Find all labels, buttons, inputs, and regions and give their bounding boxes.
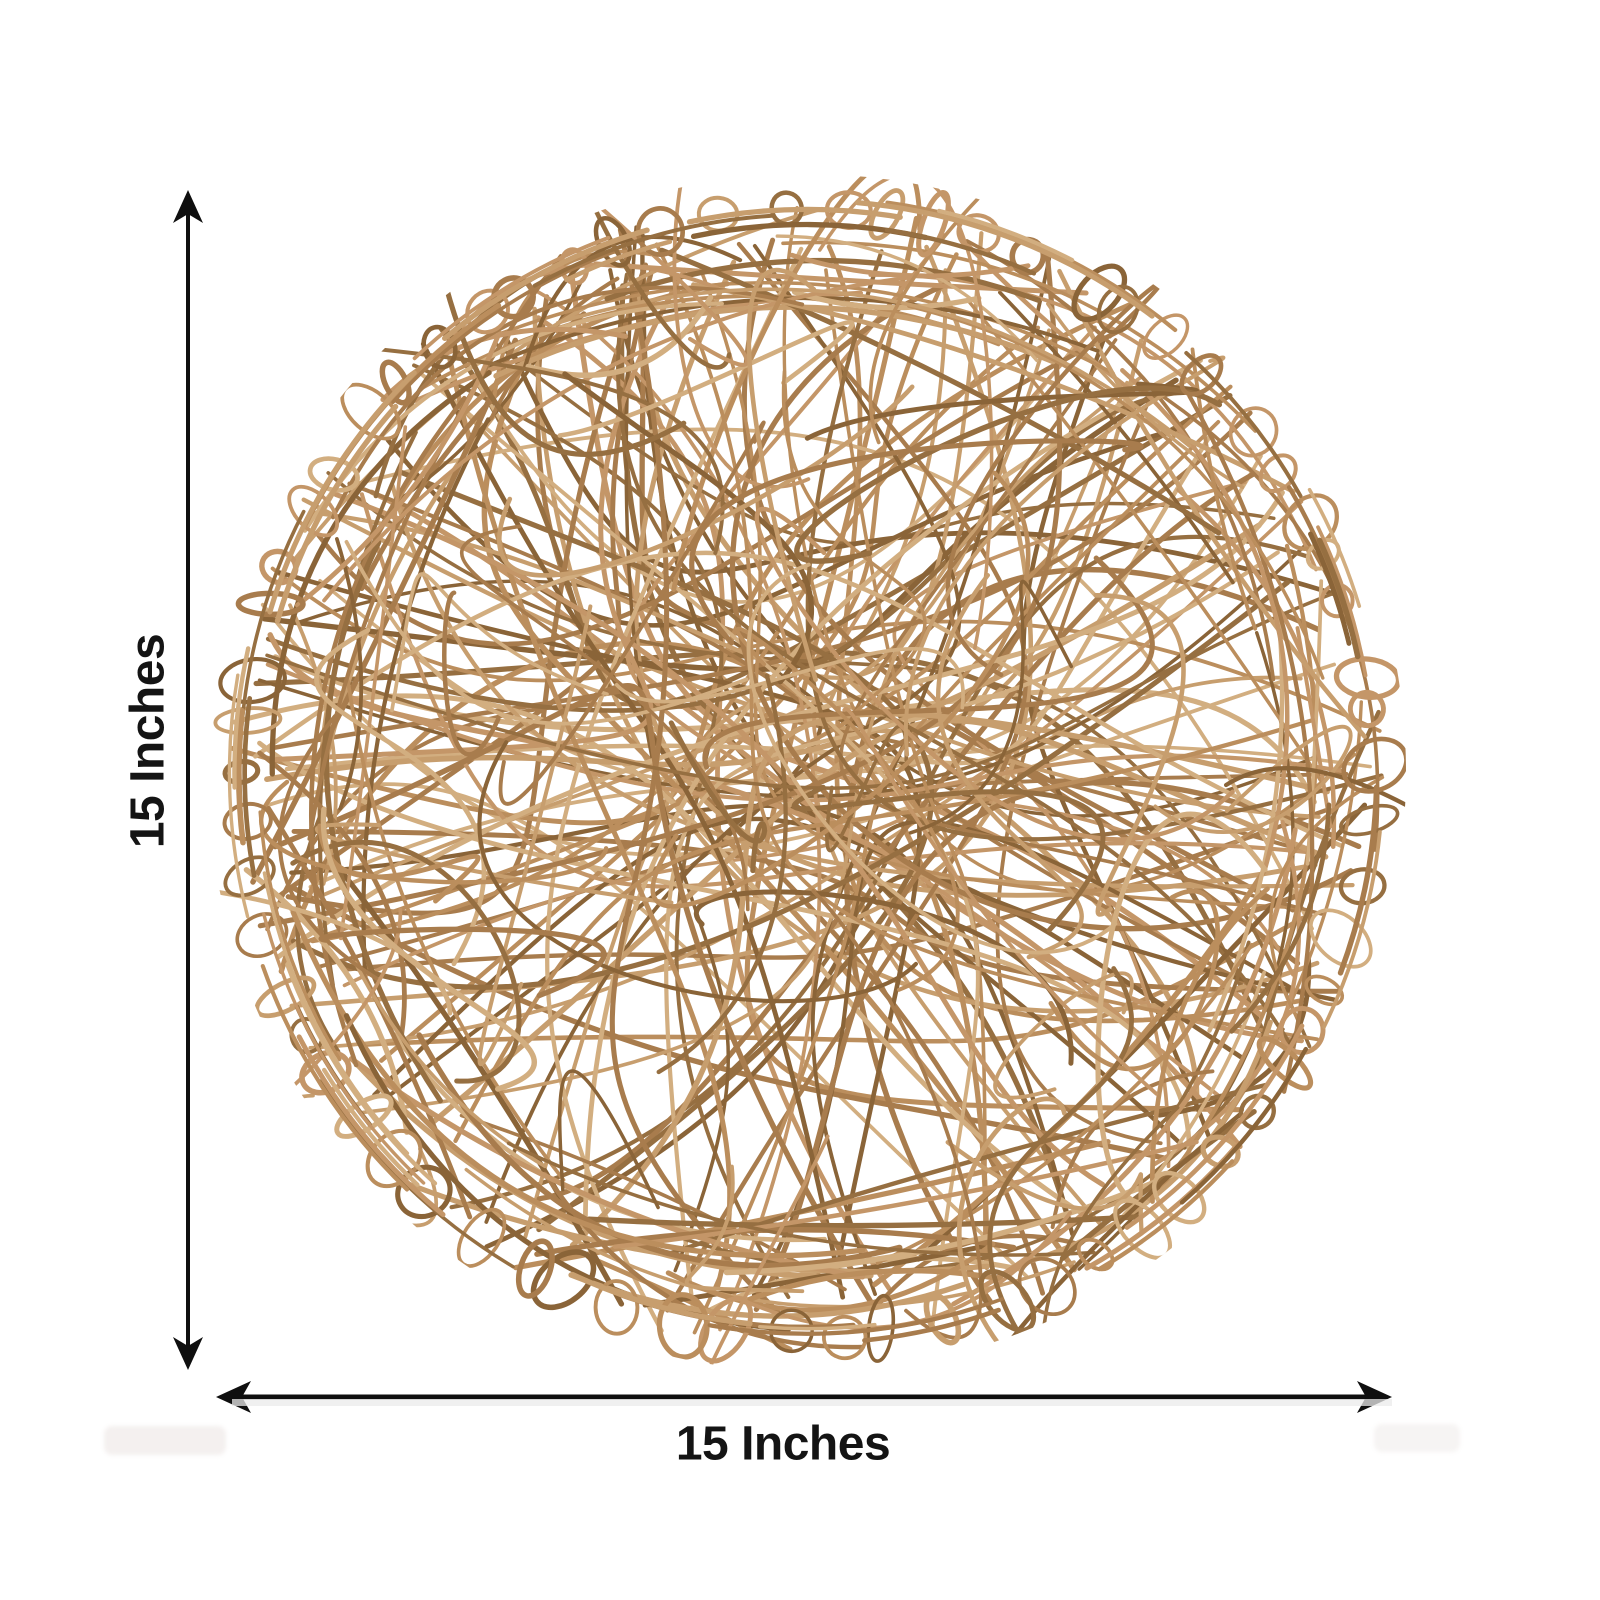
arrow-down-icon xyxy=(173,1337,203,1370)
arrow-up-icon xyxy=(173,190,203,223)
vertical-dimension-label: 15 Inches xyxy=(121,633,175,849)
horizontal-dimension-label: 15 Inches xyxy=(675,1417,891,1471)
horizontal-dimension-arrow xyxy=(216,1381,1392,1413)
vertical-dimension-arrow xyxy=(173,190,203,1370)
placemat-image xyxy=(208,174,1406,1372)
